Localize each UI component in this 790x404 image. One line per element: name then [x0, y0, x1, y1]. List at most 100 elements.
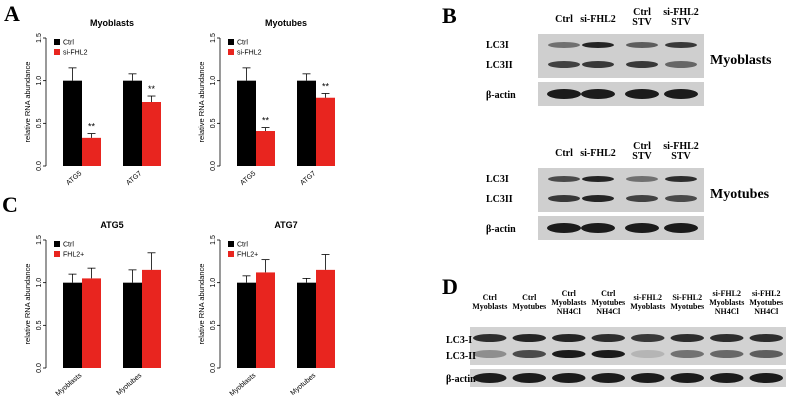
chart-title: ATG7 [274, 220, 297, 230]
blot-row-label: β-actin [486, 224, 516, 235]
y-tick-label: 1.5 [36, 235, 43, 245]
significance-label: ** [322, 81, 330, 91]
y-tick-label: 0.0 [210, 363, 217, 373]
blot-column-header: si-FHL2 [580, 14, 616, 25]
blot-column-header: STV [671, 151, 691, 162]
blot-strip-lc3 [538, 34, 704, 78]
blot-column-header: NH4Cl [557, 307, 582, 316]
blot-column-header: NH4Cl [715, 307, 740, 316]
panel-letter-a: A [4, 1, 20, 26]
y-tick-label: 1.5 [210, 235, 217, 245]
y-tick-label: 1.0 [36, 278, 43, 288]
legend-label: si-FHL2 [237, 50, 262, 57]
significance-label: ** [262, 116, 270, 126]
legend-swatch [54, 251, 60, 257]
legend-swatch [54, 49, 60, 55]
panel-letter-b: B [442, 3, 457, 28]
chart-myotubes: Myotubes 0.0 0.5 1.0 1.5 relative RNA abundan… [197, 18, 335, 187]
blot-row-label: β-actin [446, 374, 476, 385]
band-lc3i [548, 42, 580, 48]
x-tick-label: ATG5 [239, 170, 257, 187]
band-actin [512, 373, 546, 383]
band-lc3ii [591, 350, 625, 358]
legend-label: Ctrl [237, 40, 248, 47]
bar-myoblasts-ctrl [63, 282, 82, 368]
legend-label: si-FHL2 [63, 50, 88, 57]
y-axis-label: relative RNA abundance [197, 62, 206, 143]
x-tick-label: Myoblasts [229, 372, 258, 398]
x-tick-label: Myotubes [290, 372, 318, 397]
chart-title: ATG5 [100, 220, 123, 230]
chart-title: Myoblasts [90, 18, 134, 28]
blot-column-header: si-FHL2 [580, 148, 616, 159]
x-tick-label: Myotubes [116, 372, 144, 397]
band-actin [547, 223, 581, 233]
blot-column-header: Myotubes [749, 298, 783, 307]
panel-letter-d: D [442, 274, 458, 299]
x-tick-label: ATG5 [65, 170, 83, 187]
blot-column-header: Ctrl [522, 293, 537, 302]
band-lc3i [473, 334, 507, 342]
blot-strip-actin [470, 369, 786, 387]
blot-column-header: NH4Cl [596, 307, 621, 316]
chart-atg5: ATG5 0.0 0.5 1.0 1.5 relative RNA abundance My… [23, 220, 161, 398]
blot-column-header: NH4Cl [754, 307, 779, 316]
significance-label: ** [148, 84, 156, 94]
blot-strip-lc3 [538, 168, 704, 212]
blot-column-header: Ctrl [483, 293, 498, 302]
y-tick-label: 0.5 [36, 320, 43, 330]
blot-myoblasts: Ctrl si-FHL2CtrlSTVsi-FHL2STVLC3ILC3IIβ-a… [486, 7, 772, 106]
blot-column-header: si-FHL2 [663, 7, 699, 18]
band-lc3i [626, 42, 658, 48]
bar-myoblasts-fhl2+ [82, 278, 101, 368]
blot-column-header: Ctrl [633, 141, 651, 152]
band-lc3ii [552, 350, 586, 358]
bar-atg7-ctrl [123, 80, 142, 166]
band-actin [547, 89, 581, 99]
blot-column-header: Myoblasts [709, 298, 744, 307]
blot-column-header: Myotubes [670, 302, 704, 311]
band-actin [631, 373, 665, 383]
chart-title: Myotubes [265, 18, 307, 28]
blot-row-label: LC3-I [446, 335, 472, 346]
bar-atg7-si-fhl2 [142, 102, 161, 166]
band-lc3ii [631, 350, 665, 358]
y-axis-label: relative RNA abundance [197, 264, 206, 345]
band-actin [625, 223, 659, 233]
blot-column-header: Myotubes [591, 298, 625, 307]
legend-label: FHL2+ [237, 252, 258, 259]
band-lc3ii [665, 195, 697, 202]
band-actin [664, 89, 698, 99]
legend-swatch [228, 241, 234, 247]
band-lc3ii [548, 195, 580, 202]
band-lc3ii [749, 350, 783, 358]
band-lc3i [670, 334, 704, 342]
bar-myoblasts-fhl2+ [256, 272, 275, 368]
y-tick-label: 1.0 [210, 278, 217, 288]
blot-column-header: Myoblasts [630, 302, 665, 311]
y-tick-label: 0.5 [210, 320, 217, 330]
band-lc3ii [582, 61, 614, 68]
y-tick-label: 0.0 [210, 161, 217, 171]
blot-column-header: Ctrl [555, 14, 573, 25]
band-lc3i [665, 42, 697, 48]
band-lc3i [512, 334, 546, 342]
band-actin [749, 373, 783, 383]
blot-column-header: si-FHL2 [663, 141, 699, 152]
chart-myoblasts: Myoblasts 0.0 0.5 1.0 1.5 relative RNA abunda… [23, 18, 161, 187]
bar-myotubes-ctrl [297, 282, 316, 368]
band-lc3ii [665, 61, 697, 68]
y-tick-label: 1.5 [210, 33, 217, 43]
blot-row-label: LC3-II [446, 351, 476, 362]
band-lc3i [665, 176, 697, 182]
blot-panel-d: CtrlMyoblastsCtrlMyotubesCtrlMyoblastsNH… [446, 289, 786, 387]
band-actin [625, 89, 659, 99]
legend-label: Ctrl [63, 242, 74, 249]
blot-column-header: Si-FHL2 [672, 293, 702, 302]
band-lc3ii [582, 195, 614, 202]
y-tick-label: 1.0 [36, 76, 43, 86]
band-lc3ii [626, 195, 658, 202]
legend-swatch [54, 39, 60, 45]
blot-row-label: β-actin [486, 90, 516, 101]
bar-atg5-ctrl [237, 80, 256, 166]
